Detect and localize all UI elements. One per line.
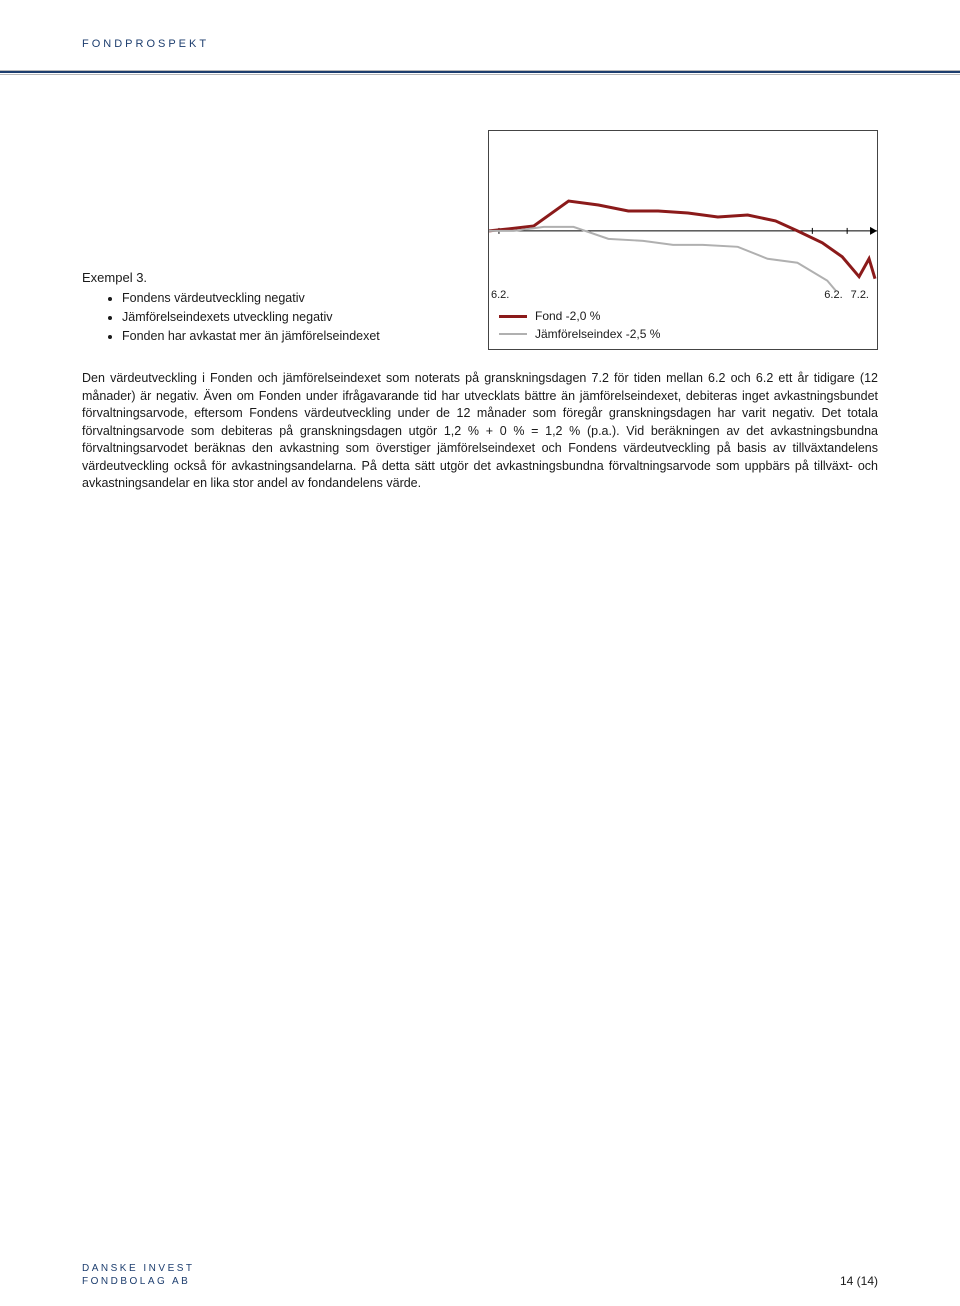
footer-brand-line: DANSKE INVEST [82, 1262, 195, 1275]
legend-swatch [499, 333, 527, 335]
header-rule [0, 70, 960, 76]
example-bullet: Jämförelseindexets utveckling negativ [122, 308, 482, 327]
chart-legend: Fond -2,0 % Jämförelseindex -2,5 % [489, 301, 877, 341]
legend-item: Jämförelseindex -2,5 % [499, 327, 867, 341]
legend-label: Fond -2,0 % [535, 309, 600, 323]
example-bullets: Fondens värdeutveckling negativJämförels… [82, 289, 482, 345]
example-bullet: Fonden har avkastat mer än jämförelseind… [122, 327, 482, 346]
x-tick-label: 6.2. [824, 289, 842, 301]
legend-label: Jämförelseindex -2,5 % [535, 327, 660, 341]
example-block: Exempel 3. Fondens värdeutveckling negat… [82, 270, 482, 345]
x-tick-label: 7.2. [851, 289, 869, 301]
footer-page-number: 14 (14) [840, 1274, 878, 1288]
legend-item: Fond -2,0 % [499, 309, 867, 323]
chart-x-labels: 6.2. 6.2. 7.2. [489, 289, 877, 301]
example-title: Exempel 3. [82, 270, 482, 285]
line-chart [489, 131, 877, 291]
chart-container: 6.2. 6.2. 7.2. Fond -2,0 % Jämförelseind… [488, 130, 878, 350]
body-paragraph: Den värdeutveckling i Fonden och jämföre… [82, 370, 878, 493]
header-label: FONDPROSPEKT [82, 38, 209, 50]
example-bullet: Fondens värdeutveckling negativ [122, 289, 482, 308]
footer-brand-line: FONDBOLAG AB [82, 1275, 195, 1288]
chart-series-jämförelseindex [489, 227, 875, 291]
chart-series-fond [489, 201, 875, 279]
x-tick-label: 6.2. [491, 289, 509, 301]
legend-swatch [499, 315, 527, 318]
footer-brand: DANSKE INVEST FONDBOLAG AB [82, 1262, 195, 1288]
